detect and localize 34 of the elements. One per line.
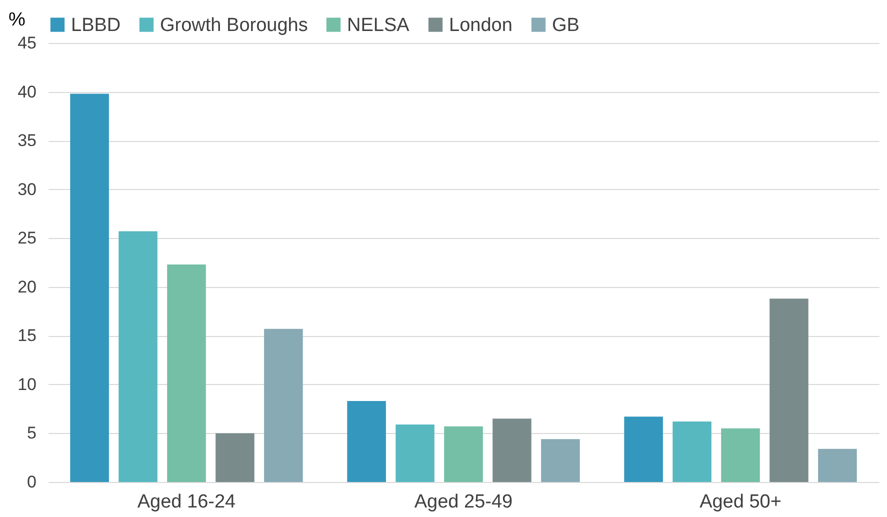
y-tick-label: 10 xyxy=(18,374,36,394)
legend-label: NELSA xyxy=(347,14,410,36)
legend-label: Growth Boroughs xyxy=(160,14,308,36)
bar xyxy=(444,426,483,482)
y-tick-label: 20 xyxy=(18,277,36,296)
bar xyxy=(672,422,712,482)
legend-label: London xyxy=(449,14,512,36)
y-tick-label: 45 xyxy=(18,34,36,52)
bar xyxy=(216,433,254,482)
y-tick-label: 25 xyxy=(18,228,36,248)
bar xyxy=(770,298,808,482)
legend-label: LBBD xyxy=(71,14,121,36)
bar xyxy=(624,416,663,482)
bar xyxy=(396,424,434,482)
y-tick-label: 40 xyxy=(18,82,36,102)
bar xyxy=(818,448,857,482)
bar xyxy=(347,401,386,482)
y-tick-label: 0 xyxy=(27,472,36,492)
bar xyxy=(541,439,580,482)
bar xyxy=(70,94,109,482)
bar xyxy=(264,328,303,482)
x-tick-label: Aged 50+ xyxy=(700,492,782,512)
bar xyxy=(492,418,532,482)
y-tick-label: 35 xyxy=(18,131,36,150)
y-tick-label: 5 xyxy=(27,424,36,443)
bar xyxy=(721,428,760,482)
bar xyxy=(167,264,206,482)
x-tick-label: Aged 16-24 xyxy=(137,492,236,512)
legend-label: GB xyxy=(552,14,580,36)
bar xyxy=(118,231,158,482)
y-tick-label: 30 xyxy=(18,180,36,199)
y-axis-title: % xyxy=(8,10,26,30)
y-tick-label: 15 xyxy=(18,326,36,346)
x-tick-label: Aged 25-49 xyxy=(414,492,513,512)
